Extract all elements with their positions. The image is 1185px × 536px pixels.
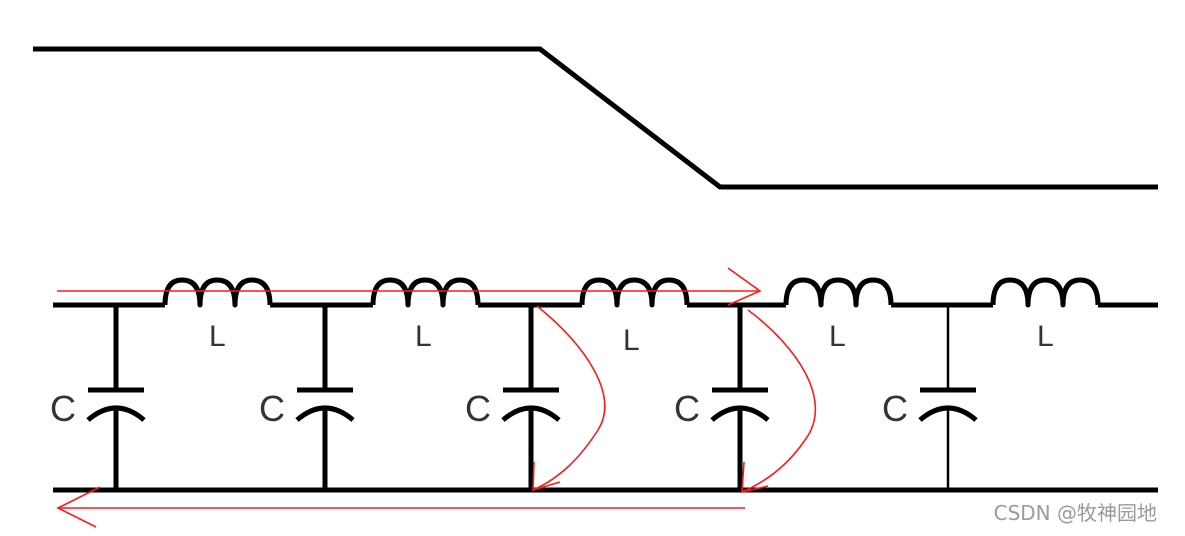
capacitor-5 (918, 305, 978, 490)
capacitor-label-4: C (674, 388, 700, 429)
forward-current-arrowhead (727, 267, 762, 306)
capacitor-4 (710, 305, 770, 490)
inductor-label-1: L (209, 320, 226, 353)
current-flow-arrows (56, 267, 817, 528)
capacitor-label-5: C (882, 388, 908, 429)
inductor-4 (783, 277, 894, 308)
inductor-3 (579, 277, 690, 308)
capacitor-4-loop-arrowhead (741, 461, 769, 494)
capacitor-label-1: C (50, 388, 76, 429)
capacitor-label-3: C (465, 388, 491, 429)
capacitor-3-current-loop (532, 305, 606, 491)
capacitor-3-loop-arrowhead (532, 461, 561, 492)
return-current-arrowhead (56, 486, 101, 528)
inductor-label-5: L (1037, 320, 1054, 353)
inductor-2 (370, 277, 481, 308)
capacitor-1 (86, 305, 146, 490)
inductor-1 (162, 277, 273, 308)
capacitor-labels: C C C C C (50, 388, 908, 429)
capacitor-label-2: C (259, 388, 285, 429)
capacitor-3 (501, 305, 561, 490)
capacitor-4-current-loop (741, 309, 817, 493)
inductor-coils (162, 277, 1101, 308)
watermark: CSDN @牧神园地 (993, 501, 1157, 525)
inductor-labels: L L L L L (209, 320, 1054, 357)
inductor-label-4: L (829, 320, 846, 353)
signal-edge-waveform (33, 46, 1158, 190)
inductor-5 (990, 277, 1101, 308)
inductor-label-2: L (415, 320, 432, 353)
capacitor-2 (295, 305, 355, 490)
inductor-label-3: L (623, 324, 640, 357)
capacitor-shunts (86, 305, 978, 490)
